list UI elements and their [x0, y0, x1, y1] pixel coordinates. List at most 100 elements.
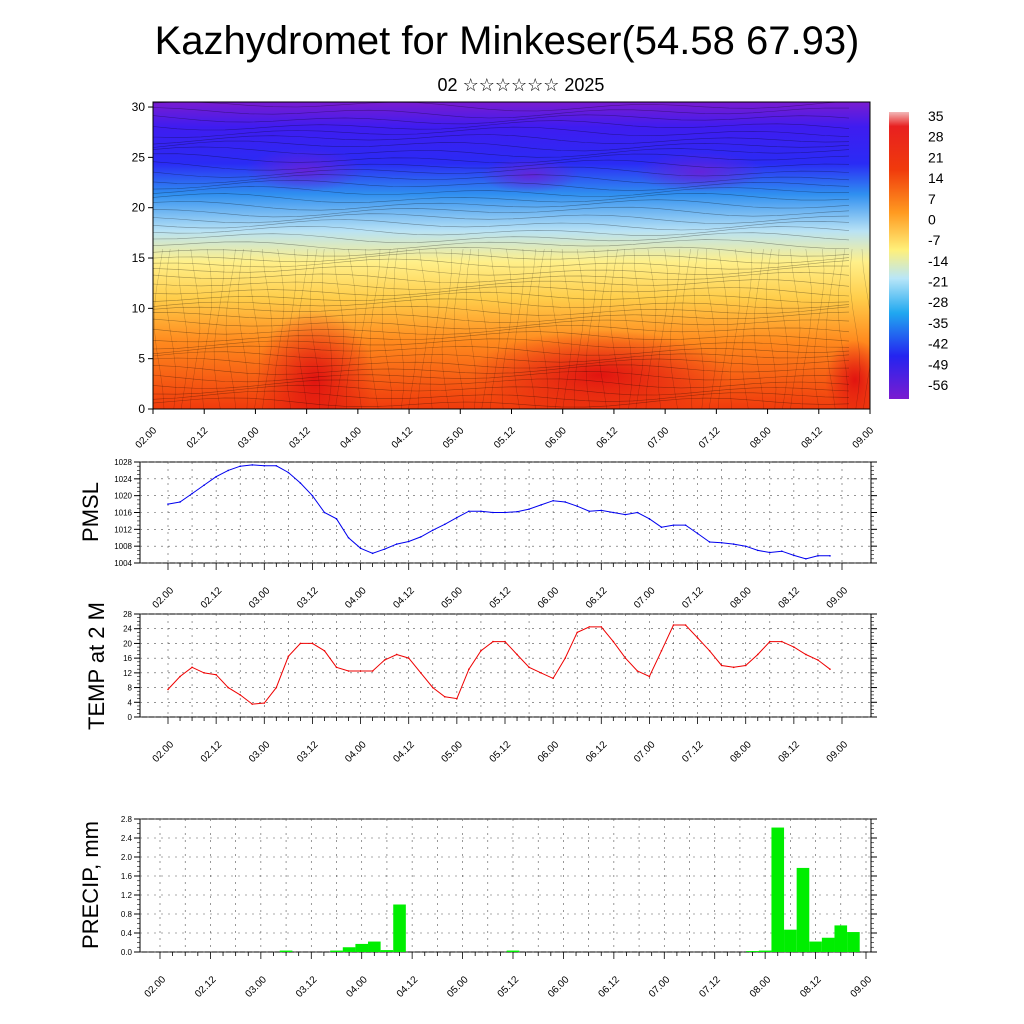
x-tick-label: 02.12 [199, 585, 225, 611]
wind-streamline [573, 248, 585, 409]
wind-streamline [165, 248, 177, 409]
data-point [215, 673, 217, 676]
wind-streamline [465, 248, 477, 409]
plot-frame [139, 818, 872, 953]
data-point [793, 646, 795, 648]
precip-bar [506, 950, 520, 952]
x-tick-label: 04.12 [390, 425, 416, 451]
wind-streamline [849, 248, 861, 409]
cold-core [245, 148, 365, 192]
y-tick-label: 16 [123, 654, 132, 663]
wind-streamline [441, 248, 453, 409]
y-tick-label: 0 [128, 713, 133, 722]
x-tick-label: 08.00 [748, 425, 774, 451]
colorbar-label: 21 [928, 149, 944, 165]
data-point [167, 688, 169, 691]
precip-bar [821, 937, 835, 952]
data-point [335, 666, 338, 669]
y-tick-label: 30 [132, 100, 146, 114]
wind-streamline [477, 248, 489, 409]
x-tick-label: 02.12 [193, 974, 219, 1000]
x-tick-label: 03.00 [244, 974, 270, 1000]
wind-streamline [153, 146, 850, 158]
wind-streamline [153, 318, 850, 330]
data-point [251, 703, 254, 705]
x-tick-label: 03.12 [294, 974, 320, 1000]
data-point [239, 694, 242, 696]
y-tick-label: 4 [128, 698, 133, 707]
wind-streamline [598, 248, 609, 409]
x-tick-label: 06.12 [595, 425, 621, 451]
data-point [311, 494, 314, 497]
wind-streamline [225, 248, 237, 409]
temp-panel: 0 4 8 12 16 20 24 28 02.00 02.12 03.00 03.12 04.00 04… [84, 602, 877, 765]
wind-streamline [153, 279, 850, 290]
wind-streamline [153, 126, 850, 138]
x-tick-label: 08.12 [777, 739, 803, 765]
data-point [431, 529, 434, 531]
x-tick-label: 02.00 [151, 585, 177, 611]
data-point [299, 642, 302, 645]
wind-streamline [801, 248, 813, 409]
colorbar-label: -49 [928, 356, 948, 372]
data-point [720, 542, 723, 544]
y-tick-label: 1020 [114, 492, 132, 501]
wind-streamline [177, 248, 189, 409]
data-point [383, 659, 386, 661]
data-point [636, 670, 639, 672]
data-point [648, 675, 651, 678]
series-line [167, 464, 830, 560]
colorbar-label: -42 [928, 336, 948, 352]
x-tick-label: 05.00 [445, 974, 471, 1000]
data-point [564, 501, 566, 503]
data-point [660, 649, 663, 652]
data-point [600, 626, 603, 628]
wind-streamline [153, 291, 850, 303]
wind-streamline [153, 285, 850, 297]
precip-bar [355, 943, 369, 952]
pmsl-panel: 1004 1008 1012 1016 1020 1024 1028 02.00 02.12 03… [78, 458, 877, 611]
x-tick-label: 08.00 [728, 739, 754, 765]
data-point [648, 518, 651, 520]
x-tick-label: 05.00 [440, 585, 466, 611]
wind-streamline [777, 248, 788, 409]
wind-streamline [261, 248, 273, 409]
data-point [359, 547, 362, 550]
wind-streamline [682, 248, 693, 409]
x-tick-label: 05.00 [440, 739, 466, 765]
data-point [323, 649, 326, 652]
y-tick-label: 1028 [114, 458, 132, 467]
wind-streamline [609, 248, 621, 409]
data-point [359, 670, 362, 672]
x-tick-label: 07.00 [632, 739, 658, 765]
wind-streamline [153, 102, 843, 112]
x-tick-label: 03.00 [247, 739, 273, 765]
wind-streamline [297, 248, 309, 409]
wind-streamline [549, 248, 561, 409]
data-point [444, 523, 446, 526]
data-point [456, 697, 458, 700]
data-point [227, 686, 229, 689]
x-tick-label: 07.00 [647, 974, 673, 1000]
colorbar-label: 7 [928, 191, 936, 207]
colorbar-label: 35 [928, 108, 944, 124]
y-tick-label: 25 [132, 150, 146, 164]
wind-streamline [153, 166, 850, 178]
colorbar-label: -21 [928, 274, 948, 290]
data-point [395, 543, 398, 545]
data-point [576, 631, 579, 634]
data-point [781, 550, 783, 553]
precip-bar [758, 950, 772, 952]
warm-core [470, 330, 730, 409]
data-point [504, 511, 506, 514]
x-tick-label: 02.00 [151, 739, 177, 765]
wind-streamline [153, 384, 850, 396]
chart-title: Kazhydromet for Minkeser(54.58 67.93) [155, 19, 860, 63]
data-point [395, 653, 398, 656]
wind-streamline [705, 248, 717, 409]
wind-streamline [153, 258, 850, 270]
temperature-heatmap: 0 5 10 15 20 25 30 02.00 02.12 03.00 03.12 04.00 04.… [132, 100, 877, 451]
data-point [371, 552, 374, 555]
y-tick-label: 1.6 [121, 872, 133, 881]
x-tick-label: 04.00 [343, 739, 369, 765]
